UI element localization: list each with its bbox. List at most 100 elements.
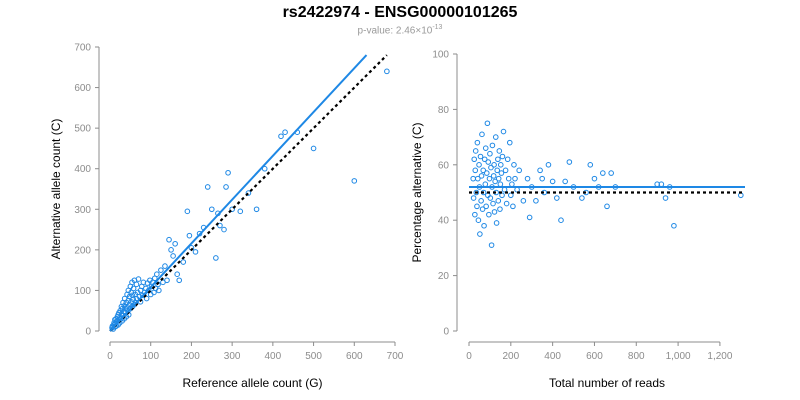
panel1-y-tick-label: 300 bbox=[74, 205, 91, 216]
panel1-x-tick-label: 300 bbox=[224, 351, 241, 362]
chart-subtitle: p-value: 2.46×10-13 bbox=[0, 24, 800, 36]
panel2-data-point bbox=[497, 181, 504, 187]
panel1-x-axis-label: Reference allele count (G) bbox=[182, 376, 322, 390]
panel2-data-point bbox=[506, 139, 513, 146]
panel2-data-point bbox=[477, 153, 484, 160]
panel2-data-point bbox=[484, 120, 491, 127]
panel2-data-point bbox=[494, 167, 501, 174]
panel2-data-point bbox=[477, 231, 483, 237]
panel1-data-point bbox=[172, 240, 178, 247]
panel1-x-tick-label: 100 bbox=[142, 351, 159, 362]
panel1-data-point bbox=[192, 249, 199, 255]
panel2-data-point bbox=[499, 153, 506, 160]
panel2-data-point bbox=[524, 175, 531, 182]
panel2-data-point bbox=[481, 156, 488, 163]
panel2-data-point bbox=[489, 142, 496, 149]
panel2-data-point bbox=[514, 186, 520, 193]
panel2-data-point bbox=[499, 192, 505, 199]
panel1-data-point bbox=[166, 236, 172, 243]
panel2-data-point bbox=[473, 189, 480, 196]
panel2-data-point bbox=[504, 156, 511, 163]
panel2-y-axis-label: Percentage alternative (C) bbox=[410, 122, 424, 262]
panel1-x-tick-label: 700 bbox=[387, 351, 404, 362]
panel2-x-tick-label: 1,000 bbox=[666, 351, 691, 362]
panel2-data-point bbox=[497, 206, 503, 212]
panel1-data-point bbox=[351, 178, 358, 184]
panel1-data-point bbox=[384, 68, 390, 75]
panel1-data-point bbox=[208, 206, 215, 213]
panel2-data-point bbox=[554, 195, 560, 201]
panel2-data-point bbox=[474, 203, 480, 210]
panel2-data-point bbox=[490, 173, 497, 179]
panel2-data-point bbox=[478, 173, 485, 179]
panel2-x-tick-label: 400 bbox=[544, 351, 561, 362]
panel2-data-point bbox=[471, 156, 478, 163]
panel1-data-point bbox=[217, 222, 223, 229]
panel1-fit-line bbox=[109, 54, 368, 332]
panel2-data-point bbox=[498, 170, 505, 176]
panel2-data-point bbox=[600, 170, 606, 176]
panel1-y-tick-label: 0 bbox=[85, 327, 91, 338]
panel2-data-point bbox=[510, 203, 516, 210]
panel1-data-point bbox=[162, 263, 168, 269]
panel2-data-point bbox=[495, 198, 502, 204]
panel1-data-point bbox=[282, 129, 288, 135]
panel2-y-tick-label: 40 bbox=[438, 216, 450, 227]
panel2-data-point bbox=[505, 175, 512, 182]
panel1-data-point bbox=[176, 277, 183, 284]
panel2-data-point bbox=[539, 175, 545, 182]
panel2-data-point bbox=[479, 131, 485, 138]
panel1-data-point bbox=[130, 285, 137, 292]
panel1-data-point bbox=[143, 295, 150, 302]
panel1-data-point bbox=[164, 277, 170, 284]
panel1-data-point bbox=[184, 208, 191, 215]
panel1-data-point bbox=[223, 184, 229, 190]
panel2-data-point bbox=[472, 148, 479, 154]
panel2-data-point bbox=[488, 242, 495, 248]
panel2-data-point bbox=[520, 198, 527, 204]
panel2-x-tick-label: 600 bbox=[586, 351, 603, 362]
panel1-data-point bbox=[174, 271, 180, 278]
panel2-data-point bbox=[608, 170, 614, 176]
panel2-y-tick-label: 60 bbox=[438, 160, 450, 171]
panel1-data-point bbox=[133, 281, 140, 288]
panel2-data-point bbox=[475, 217, 482, 223]
panel1-data-point bbox=[156, 287, 162, 294]
panel2-data-point bbox=[495, 175, 502, 182]
panel1-data-point bbox=[213, 255, 219, 261]
panel1-data-point bbox=[253, 206, 260, 213]
panel1-y-tick-label: 100 bbox=[74, 286, 91, 297]
panel2-x-tick-label: 800 bbox=[628, 351, 645, 362]
panel2-data-point bbox=[502, 167, 509, 174]
panel2-data-point bbox=[491, 162, 497, 168]
panel2-data-point bbox=[738, 192, 744, 199]
panel1-x-tick-label: 500 bbox=[305, 351, 322, 362]
panel2-data-point bbox=[485, 159, 492, 165]
panel2-data-point bbox=[470, 175, 476, 182]
panel2-data-point bbox=[481, 222, 487, 229]
panel1-data-point bbox=[170, 253, 176, 259]
panel2-data-point bbox=[478, 198, 484, 204]
panel2-y-tick-label: 100 bbox=[432, 50, 449, 61]
panel2-data-point bbox=[482, 145, 489, 151]
panel1-x-tick-label: 400 bbox=[265, 351, 282, 362]
panel2-data-point bbox=[671, 222, 677, 229]
pvalue-exponent: -13 bbox=[432, 24, 443, 31]
panel1-data-point bbox=[310, 145, 317, 152]
panel1-data-point bbox=[278, 133, 284, 140]
panel2-data-point bbox=[472, 167, 479, 174]
panel2-data-point bbox=[491, 209, 498, 215]
panel2-data-point bbox=[476, 162, 482, 168]
panel2-data-point bbox=[662, 195, 669, 201]
panel1-data-point bbox=[204, 184, 211, 190]
panel1-data-point bbox=[180, 259, 187, 265]
panel1-data-point bbox=[158, 267, 164, 273]
panel2-data-point bbox=[503, 200, 510, 207]
panel2-data-point bbox=[512, 175, 518, 182]
panel2-data-point bbox=[604, 203, 610, 210]
panel2-data-point bbox=[587, 162, 594, 168]
panel2-data-point bbox=[486, 211, 492, 218]
panel2-data-point bbox=[497, 162, 504, 168]
panel1-data-point bbox=[229, 206, 235, 213]
